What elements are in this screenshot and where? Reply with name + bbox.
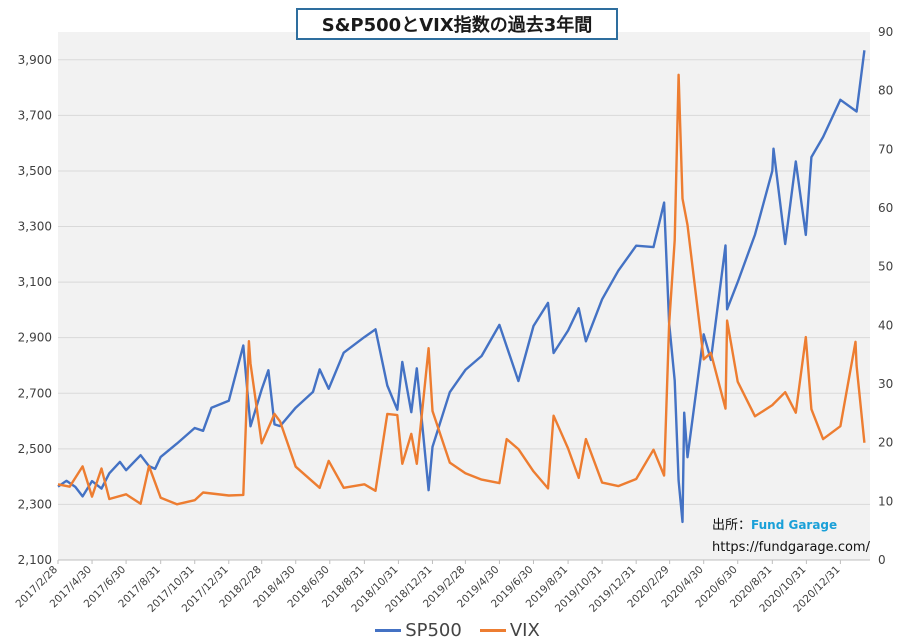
y-left-tick-label: 2,900 [18, 331, 52, 345]
y-right-tick-label: 10 [878, 494, 893, 508]
legend-swatch-vix [479, 628, 506, 632]
legend-label-vix: VIX [509, 619, 540, 641]
source-brand: Fund Garage [751, 518, 838, 532]
y-left-tick-label: 3,100 [18, 275, 52, 289]
y-right-tick-label: 90 [878, 25, 893, 39]
y-right-tick-label: 0 [878, 553, 886, 567]
source-credit: 出所：Fund Garage https://fundgarage.com/ [712, 514, 870, 559]
series-line-vix [57, 73, 866, 506]
source-url: https://fundgarage.com/ [712, 540, 870, 555]
y-right-tick-label: 30 [878, 377, 893, 391]
series-line-sp500 [57, 50, 866, 524]
y-right-tick-label: 50 [878, 260, 893, 274]
y-right-tick-label: 20 [878, 436, 893, 450]
plot-area [58, 32, 870, 560]
legend-swatch-sp500 [375, 628, 402, 632]
legend: SP500 VIX [0, 618, 915, 642]
y-left-tick-label: 2,300 [18, 497, 52, 511]
x-axis: 2017/2/282017/4/302017/6/302017/8/312017… [14, 559, 870, 615]
y-right-tick-label: 60 [878, 201, 893, 215]
legend-item-sp500: SP500 [375, 620, 462, 641]
y-axis-left: 2,100 2,300 2,500 2,700 2,900 3,100 3,300 3,500… [18, 53, 52, 567]
series-layer [57, 50, 866, 524]
legend-label-sp500: SP500 [405, 619, 462, 641]
y-left-tick-label: 2,700 [18, 386, 52, 400]
grid-lines [58, 59, 870, 561]
y-left-tick-label: 3,700 [18, 108, 52, 122]
y-left-tick-label: 3,900 [18, 53, 52, 67]
source-label: 出所： [712, 518, 752, 533]
y-right-tick-label: 40 [878, 318, 893, 332]
y-left-tick-label: 2,100 [18, 553, 52, 567]
y-axis-right: 0 10 20 30 40 50 60 70 80 90 [878, 25, 893, 567]
y-right-tick-label: 80 [878, 84, 893, 98]
chart-title: S&P500とVIX指数の過去3年間 [296, 8, 618, 40]
y-left-tick-label: 3,500 [18, 164, 52, 178]
y-left-tick-label: 2,500 [18, 442, 52, 456]
y-left-tick-label: 3,300 [18, 220, 52, 234]
y-right-tick-label: 70 [878, 142, 893, 156]
legend-item-vix: VIX [479, 619, 540, 641]
